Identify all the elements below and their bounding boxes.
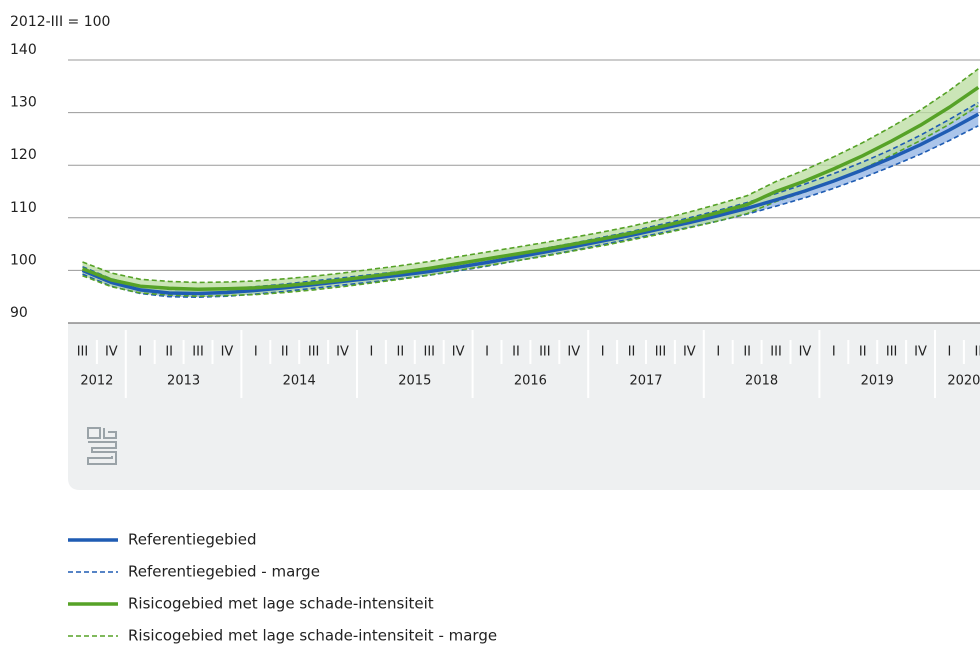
- x-tick-label: IV: [683, 345, 696, 360]
- x-tick-label: II: [859, 345, 867, 360]
- series-line: [81, 112, 980, 296]
- x-tick-label: I: [832, 345, 836, 360]
- series-line: [81, 85, 980, 292]
- x-tick-label: III: [886, 345, 898, 360]
- year-label: 2018: [745, 374, 778, 389]
- legend-label: Risicogebied met lage schade-intensiteit…: [128, 627, 497, 645]
- y-tick-label: 100: [10, 252, 37, 268]
- x-tick-label: II: [281, 345, 289, 360]
- y-tick-label: 90: [10, 305, 28, 321]
- x-tick-label: IV: [567, 345, 580, 360]
- x-tick-label: II: [165, 345, 173, 360]
- x-tick-label: II: [512, 345, 520, 360]
- margin-line: [82, 68, 979, 284]
- x-tick-label: I: [716, 345, 720, 360]
- margin-line: [82, 101, 979, 291]
- x-tick-label: III: [192, 345, 204, 360]
- x-tick-label: I: [601, 345, 605, 360]
- year-label: 2019: [861, 374, 894, 389]
- year-label: 2016: [514, 374, 547, 389]
- x-tick-label: IV: [452, 345, 465, 360]
- year-label: 2017: [629, 374, 662, 389]
- logo: [87, 427, 117, 465]
- year-label: 2014: [283, 374, 316, 389]
- x-tick-label: III: [539, 345, 551, 360]
- x-tick-label: IV: [336, 345, 349, 360]
- year-label: 2012: [80, 374, 113, 389]
- x-tick-label: IV: [105, 345, 118, 360]
- margin-band: [82, 102, 979, 298]
- x-tick-label: IV: [221, 345, 234, 360]
- chart-title: 2012-III = 100: [10, 14, 110, 30]
- legend-label: Risicogebied met lage schade-intensiteit: [128, 595, 434, 613]
- x-tick-label: II: [743, 345, 751, 360]
- x-tick-label: II: [628, 345, 636, 360]
- x-tick-label: II: [975, 345, 980, 360]
- x-tick-label: III: [770, 345, 782, 360]
- x-tick-label: III: [77, 345, 89, 360]
- x-tick-label: I: [138, 345, 142, 360]
- x-tick-label: I: [254, 345, 258, 360]
- x-tick-label: I: [370, 345, 374, 360]
- legend-label: Referentiegebied - marge: [128, 563, 320, 581]
- year-label: 2020: [947, 374, 980, 389]
- x-tick-label: IV: [799, 345, 812, 360]
- legend-label: Referentiegebied: [128, 531, 257, 549]
- x-tick-label: III: [423, 345, 435, 360]
- y-tick-label: 140: [10, 42, 37, 58]
- y-tick-label: 110: [10, 200, 37, 216]
- year-label: 2013: [167, 374, 200, 389]
- x-tick-label: III: [308, 345, 320, 360]
- margin-line: [82, 125, 979, 299]
- x-tick-label: III: [655, 345, 667, 360]
- x-tick-label: II: [397, 345, 405, 360]
- x-tick-label: I: [485, 345, 489, 360]
- axis-panel: [68, 323, 980, 490]
- year-label: 2015: [398, 374, 431, 389]
- y-tick-label: 130: [10, 95, 37, 111]
- x-tick-label: I: [948, 345, 952, 360]
- x-tick-label: IV: [914, 345, 927, 360]
- y-tick-label: 120: [10, 147, 37, 163]
- margin-line: [82, 105, 979, 298]
